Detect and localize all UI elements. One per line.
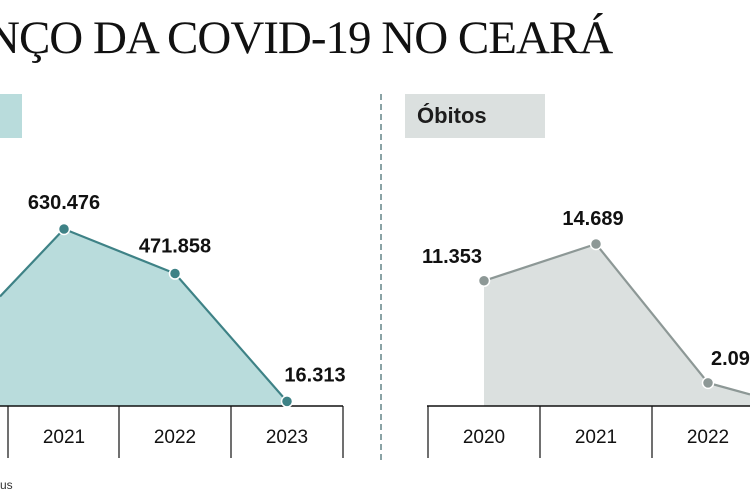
series-area bbox=[0, 229, 287, 406]
x-tick-label: 2023 bbox=[266, 427, 308, 448]
page-title: NÇO DA COVID-19 NO CEARÁ bbox=[0, 12, 613, 64]
x-tick-label: 2022 bbox=[154, 427, 196, 448]
series-line bbox=[483, 242, 750, 396]
source-note: us bbox=[0, 478, 13, 492]
deaths-tag: Óbitos bbox=[405, 94, 545, 138]
data-point bbox=[589, 237, 603, 251]
x-tick-label: 2021 bbox=[575, 427, 617, 448]
x-tick-label: 2021 bbox=[43, 427, 85, 448]
data-point bbox=[477, 274, 491, 288]
data-point bbox=[57, 222, 71, 236]
chart-divider bbox=[380, 94, 382, 460]
x-tick-label: 2022 bbox=[687, 427, 729, 448]
cases-tag bbox=[0, 94, 22, 138]
value-label: 630.476 bbox=[28, 192, 100, 214]
data-point bbox=[280, 395, 294, 408]
value-label: 11.353 bbox=[422, 246, 482, 268]
value-label: 16.313 bbox=[284, 364, 345, 386]
data-point bbox=[168, 267, 182, 280]
x-tick-label: 2020 bbox=[463, 427, 505, 448]
value-label: 471.858 bbox=[139, 236, 211, 258]
data-point bbox=[701, 376, 715, 390]
series-area bbox=[484, 244, 750, 406]
value-label: 14.689 bbox=[562, 208, 623, 230]
series-line bbox=[0, 227, 288, 403]
value-label: 2.099 bbox=[711, 348, 750, 370]
cases-chart: 630.476 2021 471.858 2022 16.313 2023 bbox=[0, 192, 346, 458]
deaths-chart: 11.353 2020 14.689 2021 2.099 2022 bbox=[422, 208, 750, 458]
